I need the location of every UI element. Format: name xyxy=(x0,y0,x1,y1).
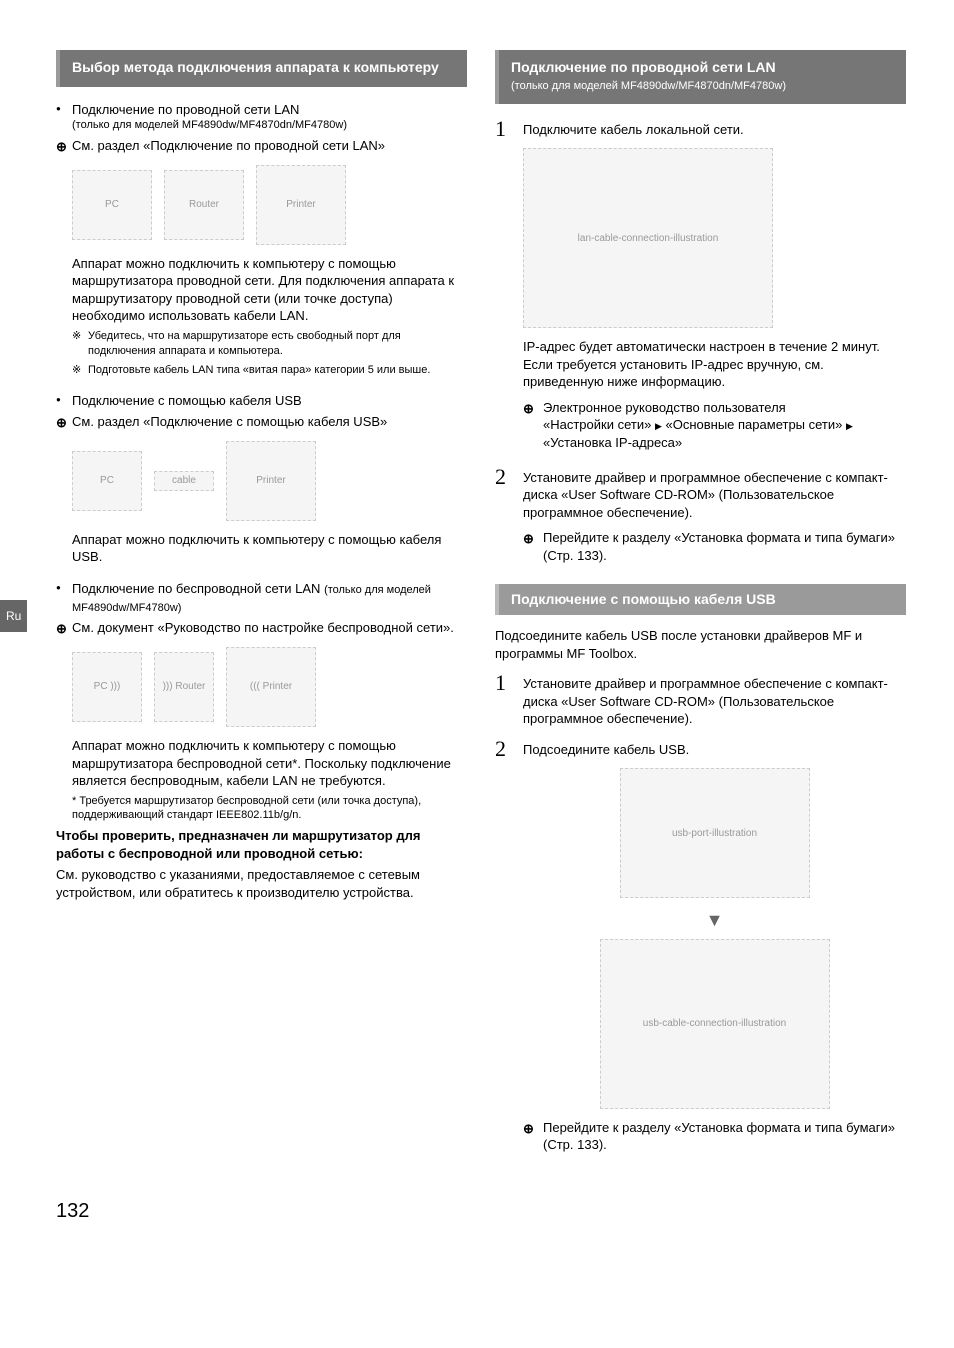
lan-ref: См. раздел «Подключение по проводной сет… xyxy=(56,137,467,155)
step-number-2: 2 xyxy=(495,738,513,1158)
lan-step1-text: Подключите кабель локальной сети. xyxy=(523,121,906,139)
step-number-2: 2 xyxy=(495,466,513,569)
wireless-router-icon: ))) Router xyxy=(154,652,214,722)
triangle-icon: ▶ xyxy=(655,421,662,431)
wlan-desc: Аппарат можно подключить к компьютеру с … xyxy=(72,737,467,790)
usb-desc: Аппарат можно подключить к компьютеру с … xyxy=(72,531,467,566)
lan-step-2: 2 Установите драйвер и программное обесп… xyxy=(495,466,906,569)
page-content: Выбор метода подключения аппарата к комп… xyxy=(0,50,906,1168)
lan-models: (только для моделей MF4890dw/MF4870dn/MF… xyxy=(72,118,467,133)
lan-desc: Аппарат можно подключить к компьютеру с … xyxy=(72,255,467,325)
right-lan-heading-box: Подключение по проводной сети LAN (тольк… xyxy=(495,50,906,104)
check-text: См. руководство с указаниями, предоставл… xyxy=(56,866,467,901)
lan-bullet: Подключение по проводной сети LAN (тольк… xyxy=(56,101,467,133)
usb-step1-text: Установите драйвер и программное обеспеч… xyxy=(523,675,906,728)
usb-bullet: Подключение с помощью кабеля USB xyxy=(56,392,467,410)
lan-step2-text: Установите драйвер и программное обеспеч… xyxy=(523,469,906,522)
lan-ref2: Перейдите к разделу «Установка формата и… xyxy=(523,529,906,564)
lan-cable-illustration: lan-cable-connection-illustration xyxy=(523,148,773,328)
usb-step2-text: Подсоедините кабель USB. xyxy=(523,741,906,759)
lan-step-1: 1 Подключите кабель локальной сети. lan-… xyxy=(495,118,906,456)
usb-step-2: 2 Подсоедините кабель USB. usb-port-illu… xyxy=(495,738,906,1158)
lan-ip-text: IP-адрес будет автоматически настроен в … xyxy=(523,338,906,391)
left-heading-box: Выбор метода подключения аппарата к комп… xyxy=(56,50,467,87)
usb-intro: Подсоедините кабель USB после установки … xyxy=(495,627,906,662)
lan-note-1: Убедитесь, что на маршрутизаторе есть св… xyxy=(72,329,467,359)
check-heading: Чтобы проверить, предназначен ли маршрут… xyxy=(56,827,467,862)
right-column: Подключение по проводной сети LAN (тольк… xyxy=(495,50,906,1168)
left-column: Выбор метода подключения аппарата к комп… xyxy=(0,50,467,1168)
left-heading-text: Выбор метода подключения аппарата к комп… xyxy=(72,58,455,77)
usb-image-row: PC cable Printer xyxy=(72,441,467,521)
step-number-1: 1 xyxy=(495,672,513,728)
lan-note-2: Подготовьте кабель LAN типа «витая пара»… xyxy=(72,363,467,378)
wlan-bullet: Подключение по беспроводной сети LAN (то… xyxy=(56,580,467,616)
lan-eref-p1: «Настройки сети» xyxy=(543,417,655,432)
lan-eref-head: Электронное руководство пользователя xyxy=(543,400,786,415)
step-number-1: 1 xyxy=(495,118,513,456)
usb-ref-bottom: Перейдите к разделу «Установка формата и… xyxy=(523,1119,906,1154)
usb-port-illustration: usb-port-illustration xyxy=(620,768,810,898)
computer-icon: PC xyxy=(72,451,142,511)
usb-cable-icon: cable xyxy=(154,471,214,491)
usb-title: Подключение с помощью кабеля USB xyxy=(72,393,302,408)
lan-image-row: PC Router Printer xyxy=(72,165,467,245)
right-lan-heading: Подключение по проводной сети LAN xyxy=(511,58,894,77)
lan-eref: Электронное руководство пользователя «На… xyxy=(523,399,906,452)
wlan-ref: См. документ «Руководство по настройке б… xyxy=(56,619,467,637)
printer-icon: Printer xyxy=(226,441,316,521)
computer-wifi-icon: PC ))) xyxy=(72,652,142,722)
wlan-image-row: PC ))) ))) Router ((( Printer xyxy=(72,647,467,727)
language-tab: Ru xyxy=(0,600,27,632)
page-number: 132 xyxy=(0,1198,906,1225)
arrow-down-icon: ▼ xyxy=(523,908,906,932)
usb-sub-heading: Подключение с помощью кабеля USB xyxy=(495,584,906,615)
right-lan-sub: (только для моделей MF4890dw/MF4870dn/MF… xyxy=(511,79,894,94)
lan-title: Подключение по проводной сети LAN xyxy=(72,102,299,117)
printer-wifi-icon: ((( Printer xyxy=(226,647,316,727)
router-icon: Router xyxy=(164,170,244,240)
computer-icon: PC xyxy=(72,170,152,240)
wlan-title: Подключение по беспроводной сети LAN xyxy=(72,581,324,596)
lan-eref-p3: «Установка IP-адреса» xyxy=(543,435,682,450)
printer-icon: Printer xyxy=(256,165,346,245)
usb-connection-illustration: usb-cable-connection-illustration xyxy=(600,939,830,1109)
usb-ref: См. раздел «Подключение с помощью кабеля… xyxy=(56,413,467,431)
usb-step-1: 1 Установите драйвер и программное обесп… xyxy=(495,672,906,728)
lan-eref-p2: «Основные параметры сети» xyxy=(666,417,846,432)
triangle-icon: ▶ xyxy=(846,421,853,431)
wlan-star-note: * Требуется маршрутизатор беспроводной с… xyxy=(56,794,467,824)
